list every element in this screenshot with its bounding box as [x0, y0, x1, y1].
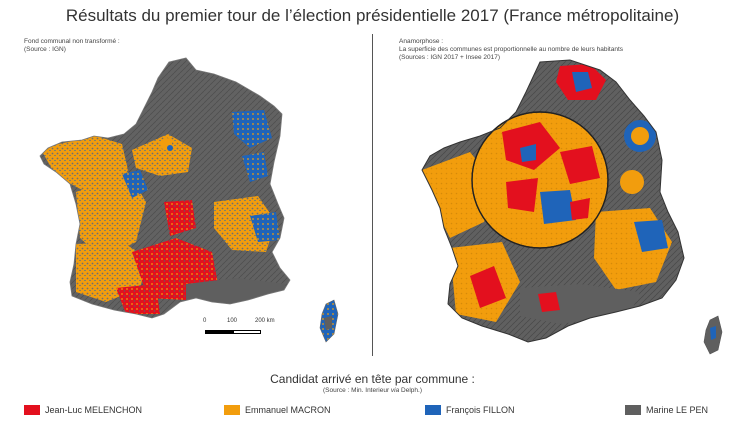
- france-commune-map: [39, 57, 339, 343]
- scale-tick-0: 0: [203, 318, 207, 324]
- right-note-line: Anamorphose :: [399, 38, 444, 45]
- legend-label-melenchon: Jean-Luc MELENCHON: [45, 405, 143, 415]
- legend-label-macron: Emmanuel MACRON: [245, 405, 331, 415]
- legend-source: (Source : Min. Interieur via Delph.): [0, 387, 745, 394]
- right-map-note: Anamorphose : La superficie des communes…: [399, 38, 649, 62]
- legend-swatch-melenchon: [24, 405, 40, 415]
- scale-tick-100: 100: [227, 318, 238, 324]
- scale-bar: 0 100 200 km: [203, 318, 283, 344]
- legend-source-via: via: [390, 387, 400, 394]
- panel-divider: [372, 34, 373, 356]
- legend-title: Candidat arrivé en tête par commune :: [270, 372, 475, 386]
- legend-label-fillon: François FILLON: [446, 405, 515, 415]
- left-note-line: Fond communal non transformé :: [24, 38, 120, 45]
- right-note-description: La superficie des communes est proportio…: [399, 46, 624, 53]
- scale-segment-light: [233, 330, 261, 334]
- scale-tick-200: 200 km: [255, 318, 275, 324]
- legend-source-prefix: (Source : Min. Interieur: [323, 387, 391, 394]
- legend-swatch-macron: [224, 405, 240, 415]
- legend-label-lepen: Marine LE PEN: [646, 405, 709, 415]
- right-note-source: (Sources : IGN 2017 + Insee 2017): [399, 54, 500, 61]
- legend-swatch-lepen: [625, 405, 641, 415]
- france-cartogram-map: [421, 59, 723, 355]
- map-title: Résultats du premier tour de l’élection …: [65, 6, 680, 25]
- scale-segment-dark: [205, 330, 233, 334]
- legend-source-suffix: Delph.): [399, 387, 422, 394]
- left-map-note: Fond communal non transformé : (Source :…: [24, 38, 224, 54]
- left-note-source: (Source : IGN): [24, 46, 66, 53]
- legend-swatch-fillon: [425, 405, 441, 415]
